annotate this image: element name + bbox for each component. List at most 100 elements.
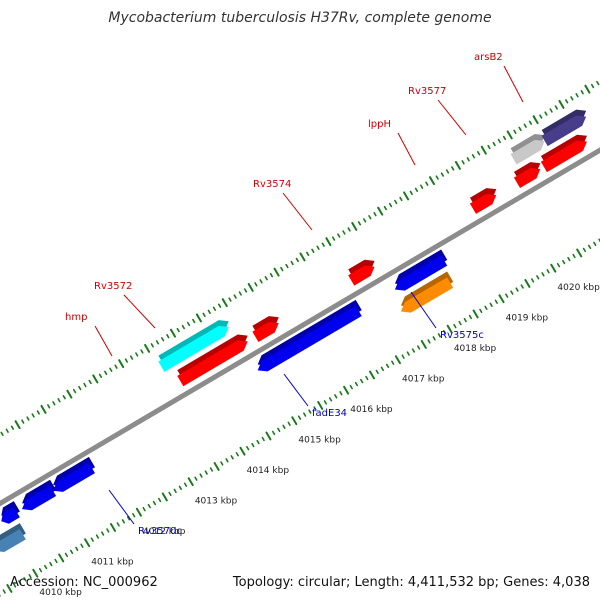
forward-strand-dots-tick [207,309,211,314]
reverse-strand-dots-tick [12,583,17,588]
forward-strand-dots-tick [518,126,522,131]
forward-strand-dots-tick [425,181,429,186]
forward-strand-dots-tick [554,105,558,110]
reverse-strand-dots-tick [479,308,483,314]
reverse-strand-dots-tick [567,256,571,262]
reverse-strand-dots-tick [349,384,353,390]
reverse-strand-dots-tick [494,299,498,304]
reverse-strand-dots-tick [541,272,545,277]
reverse-strand-dots-tick [572,253,576,259]
reverse-strand-dots-tick [58,553,65,563]
forward-strand-dots-tick [565,99,569,104]
forward-strand-dots-tick [445,169,450,174]
reverse-strand-dots-tick [44,564,48,570]
reverse-strand-dots-tick [515,287,519,292]
scale-label: 4010 kbp [39,588,82,598]
reverse-strand-dots-tick [158,497,162,503]
reverse-strand-dots-tick [375,369,379,375]
reverse-strand-dots-tick [277,427,281,433]
forward-strand-dots-tick [337,233,341,238]
gene-callout-line [410,291,437,329]
reverse-strand-dots-tick [80,543,84,548]
reverse-strand-dots-tick [116,522,120,527]
reverse-strand-dots-tick [391,360,395,365]
forward-strand-dots-tick [176,327,180,333]
reverse-strand-dots-tick [489,302,493,307]
reverse-strand-dots-tick [328,397,333,402]
reverse-strand-dots-tick [199,473,203,478]
forward-strand-dots-tick [135,352,139,357]
reverse-strand-dots-tick [261,436,265,442]
reverse-strand-dots-tick [84,538,91,548]
reverse-strand-dots-tick [556,262,561,268]
forward-strand-dots-tick [502,135,507,141]
forward-strand-dots-tick [166,334,170,339]
reverse-strand-dots-tick [343,385,350,395]
forward-strand-dots-tick [98,373,103,379]
scale-label: 4019 kbp [506,313,549,323]
forward-strand-dots-tick [83,382,87,388]
gene-label-fadE34: fadE34 [312,408,347,419]
gene-Rv3572 [177,334,248,387]
gene-arrow [510,139,545,165]
forward-strand-dots-tick [363,218,367,223]
forward-strand-dots-tick [10,425,15,430]
reverse-strand-dots-tick [530,278,535,283]
reverse-strand-dots-tick [235,452,239,457]
reverse-strand-dots-tick [18,580,22,585]
forward-strand-dots-tick [273,267,280,277]
gene-lppH [469,188,497,214]
gene-arrow [1,506,20,524]
reverse-strand-dots-tick [354,381,359,387]
reverse-strand-dots-tick [204,470,208,475]
reverse-strand-dots-tick [246,445,250,451]
gene-f_red_small_a [252,316,279,343]
reverse-strand-dots-tick [147,503,151,509]
reverse-strand-dots-tick [593,241,597,246]
forward-strand-dots-tick [316,245,320,250]
reverse-strand-dots-tick [101,531,105,536]
gene-f_red_c [540,134,587,173]
forward-strand-dots-tick [238,291,242,296]
forward-strand-dots-tick [539,114,543,119]
gene-arrow [53,462,95,492]
forward-strand-dots-tick [5,428,9,433]
forward-strand-dots-tick [66,389,73,399]
scale-label: 4011 kbp [91,557,134,567]
reverse-strand-dots-tick [550,263,557,273]
scale-label: 4012 kbp [143,527,186,537]
reverse-strand-dots-tick [132,513,136,518]
forward-strand-dots-tick [233,294,237,299]
reverse-strand-dots-tick [498,294,505,304]
reverse-strand-dots-tick [183,482,188,487]
forward-strand-dots-tick [295,257,299,263]
forward-strand-dots-tick [584,84,591,94]
gene-arrow [540,140,587,173]
gene-callout-line [397,132,416,166]
forward-strand-dots-tick [247,282,254,292]
reverse-strand-dots-tick [587,244,592,250]
forward-strand-dots-tick [399,196,403,202]
gene-arrow [394,255,448,291]
forward-strand-dots-tick [377,206,384,216]
gene-callout-line [283,373,309,407]
gene-f_blue_e [394,249,448,291]
gene-callout-line [282,192,313,231]
forward-strand-dots-tick [47,404,51,409]
gene-label-lppH: lppH [368,119,391,130]
forward-strand-dots-tick [218,303,222,308]
reverse-strand-dots-tick [161,492,168,502]
forward-strand-dots-tick [264,276,268,281]
reverse-strand-dots-tick [401,354,405,359]
forward-strand-dots-tick [285,263,289,269]
reverse-strand-dots-tick [282,424,286,429]
forward-strand-dots-tick [78,385,82,391]
reverse-strand-dots-tick [463,317,467,323]
reverse-strand-dots-tick [313,406,317,411]
forward-strand-dots-tick [254,282,258,287]
forward-strand-dots-tick [186,321,191,327]
reverse-strand-dots-tick [142,506,146,512]
reverse-strand-dots-tick [28,574,32,579]
forward-strand-dots-tick [140,349,144,354]
